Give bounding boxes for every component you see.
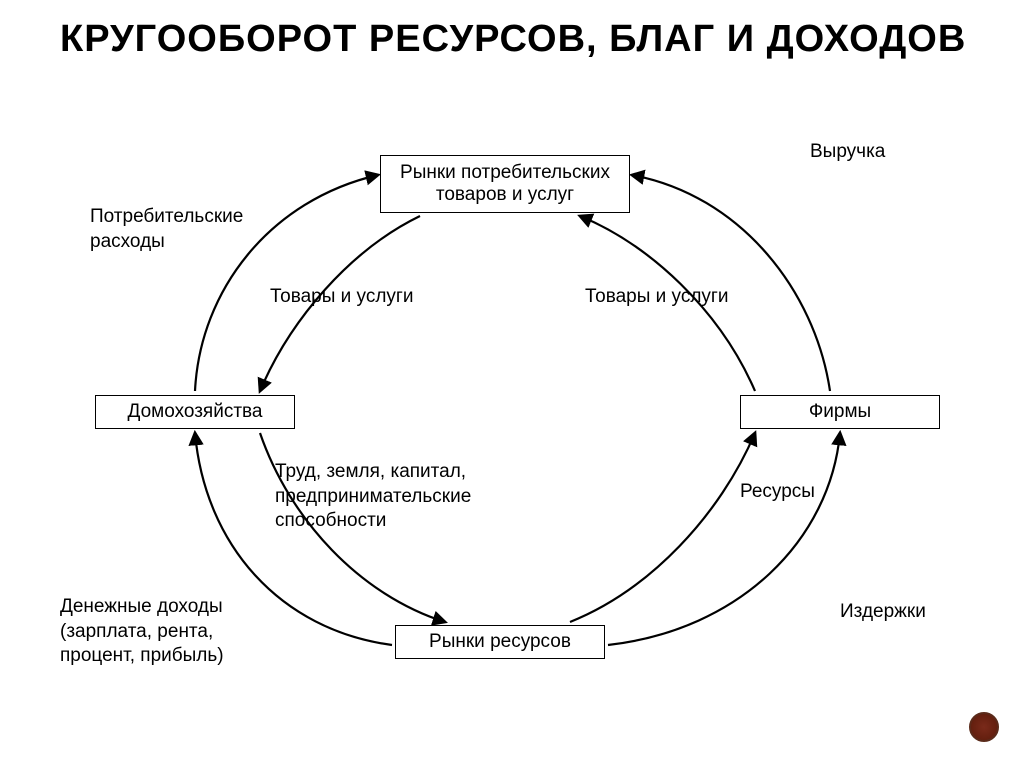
node-label: Рынки ресурсов — [429, 631, 571, 653]
node-households: Домохозяйства — [95, 395, 295, 429]
label-goods-services-left: Товары и услуги — [270, 285, 413, 310]
label-consumer-spending: Потребительскиерасходы — [90, 205, 243, 254]
label-revenue: Выручка — [810, 140, 885, 165]
label-costs: Издержки — [840, 600, 926, 625]
label-goods-services-right: Товары и услуги — [585, 285, 728, 310]
node-label: Рынки потребительскихтоваров и услуг — [400, 162, 610, 206]
node-consumer-markets: Рынки потребительскихтоваров и услуг — [380, 155, 630, 213]
label-money-income: Денежные доходы(зарплата, рента,процент,… — [60, 595, 224, 669]
node-label: Фирмы — [809, 401, 871, 423]
node-label: Домохозяйства — [128, 401, 263, 423]
label-resources: Ресурсы — [740, 480, 815, 505]
page-title: КРУГООБОРОТ РЕСУРСОВ, БЛАГ И ДОХОДОВ — [60, 18, 966, 62]
node-firms: Фирмы — [740, 395, 940, 429]
node-resource-markets: Рынки ресурсов — [395, 625, 605, 659]
decorative-dot-icon — [969, 712, 999, 742]
label-factors: Труд, земля, капитал,предпринимательские… — [275, 460, 471, 534]
